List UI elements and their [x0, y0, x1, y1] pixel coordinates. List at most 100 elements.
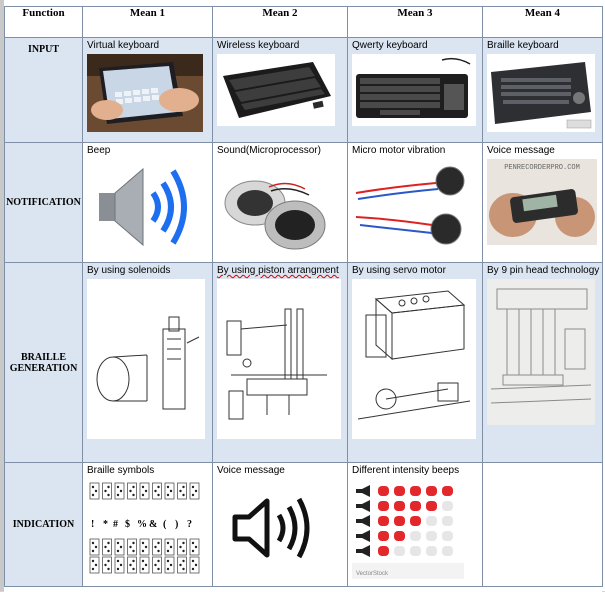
- braille-dot: [166, 559, 170, 563]
- braille-cell: [164, 556, 175, 574]
- intensity-pill: [426, 486, 437, 496]
- cell-solenoids: By using solenoids: [82, 262, 213, 463]
- table-bottom-edge: [4, 586, 602, 592]
- braille-cell: [139, 482, 150, 500]
- header-mean-1: Mean 1: [82, 6, 213, 38]
- braille-dot: [94, 563, 98, 567]
- virtual-keyboard-photo: [87, 54, 203, 132]
- braille-dot: [179, 489, 182, 493]
- braille-cell: [127, 482, 137, 500]
- braille-cell: [164, 482, 175, 500]
- braille-dot: [141, 549, 145, 553]
- mean-label: [483, 463, 602, 465]
- cell-sound-microprocessor: Sound(Microprocessor): [212, 142, 348, 263]
- cell-micro-motor: Micro motor vibration: [347, 142, 483, 263]
- beeps-brand-text: VectorStock: [356, 571, 389, 577]
- braille-dot: [179, 563, 182, 567]
- voice-recorder-photo: PENRECORDERPRO.COM: [487, 159, 597, 245]
- braille-dot: [119, 545, 123, 549]
- braille-dot: [194, 489, 198, 493]
- braille-dot: [104, 563, 107, 567]
- solenoid-sketch: [87, 279, 205, 439]
- intensity-pill: [378, 516, 389, 526]
- braille-cell: [89, 538, 100, 556]
- braille-dot: [91, 549, 95, 553]
- mean-label: Beep: [87, 145, 111, 156]
- braille-dot: [132, 549, 135, 553]
- braille-dot: [107, 493, 110, 497]
- braille-cell: [127, 538, 137, 556]
- function-notification: NOTIFICATION: [4, 142, 83, 263]
- braille-cell: [152, 538, 162, 556]
- cell-empty: [482, 462, 603, 587]
- braille-dot: [191, 549, 195, 553]
- braille-cell: [102, 538, 112, 556]
- braille-dot: [166, 549, 170, 553]
- braille-dot: [116, 541, 120, 545]
- mean-label: Voice message: [487, 145, 555, 156]
- braille-cell: [114, 482, 125, 500]
- servo-motor-sketch: [352, 279, 476, 439]
- braille-dot: [132, 493, 135, 497]
- mean-label: By using servo motor: [352, 265, 446, 276]
- mean-label: Braille keyboard: [487, 40, 559, 51]
- cell-virtual-keyboard: Virtual keyboard: [82, 37, 213, 143]
- wireless-keyboard-photo: [217, 54, 335, 126]
- braille-symbols-chart: ! * # $% &()?: [87, 479, 205, 579]
- braille-cell: [177, 538, 187, 556]
- mean-label: By using piston arrangment: [217, 265, 339, 276]
- braille-cell: [177, 556, 187, 574]
- svg-text:): ): [175, 519, 178, 530]
- braille-dot: [107, 549, 110, 553]
- braille-cell: [114, 556, 125, 574]
- cell-beep: Beep: [82, 142, 213, 263]
- braille-dot: [166, 485, 170, 489]
- braille-cell: [139, 538, 150, 556]
- svg-text:&: &: [149, 519, 157, 530]
- mean-label: By 9 pin head technology: [487, 265, 600, 276]
- morphological-chart-table: Function Mean 1 Mean 2 Mean 3 Mean 4 INP…: [4, 6, 603, 587]
- braille-dot: [107, 567, 110, 571]
- braille-dot: [166, 493, 170, 497]
- braille-cell: [102, 556, 112, 574]
- intensity-pill: [394, 501, 405, 511]
- braille-dot: [157, 567, 160, 571]
- intensity-pill: [426, 516, 437, 526]
- braille-cell: [89, 482, 100, 500]
- braille-dot: [141, 567, 145, 571]
- speaker-component-photo: [224, 180, 326, 250]
- braille-dot: [194, 545, 198, 549]
- row-input: INPUT Virtual keyboard Wireless keyboard: [4, 37, 603, 143]
- braille-dot: [157, 541, 160, 545]
- braille-dot: [91, 541, 95, 545]
- braille-dot: [91, 567, 95, 571]
- intensity-pill: [394, 546, 405, 556]
- braille-cell: [89, 556, 100, 574]
- braille-cell: [189, 538, 200, 556]
- braille-dot: [141, 559, 145, 563]
- braille-dot: [132, 559, 135, 563]
- braille-cell: [152, 556, 162, 574]
- braille-cell: [114, 538, 125, 556]
- braille-dot: [107, 541, 110, 545]
- intensity-pill: [410, 546, 421, 556]
- intensity-pill: [426, 546, 437, 556]
- header-mean-3: Mean 3: [347, 6, 483, 38]
- braille-dot: [116, 559, 120, 563]
- braille-dot: [154, 563, 157, 567]
- braille-dot: [157, 549, 160, 553]
- braille-cell: [139, 556, 150, 574]
- mean-label: Braille symbols: [87, 465, 155, 476]
- intensity-pill: [410, 501, 421, 511]
- svg-text:(: (: [163, 519, 167, 530]
- svg-text:#: #: [113, 519, 118, 530]
- braille-dot: [157, 559, 160, 563]
- cell-intensity-beeps: Different intensity beeps VectorStock: [347, 462, 483, 587]
- braille-dot: [144, 563, 148, 567]
- svg-text:*: *: [103, 519, 108, 530]
- function-braille-generation: BRAILLE GENERATION: [4, 262, 83, 463]
- intensity-pill: [426, 531, 437, 541]
- intensity-pill: [378, 531, 389, 541]
- braille-dot: [104, 545, 107, 549]
- braille-dot: [191, 493, 195, 497]
